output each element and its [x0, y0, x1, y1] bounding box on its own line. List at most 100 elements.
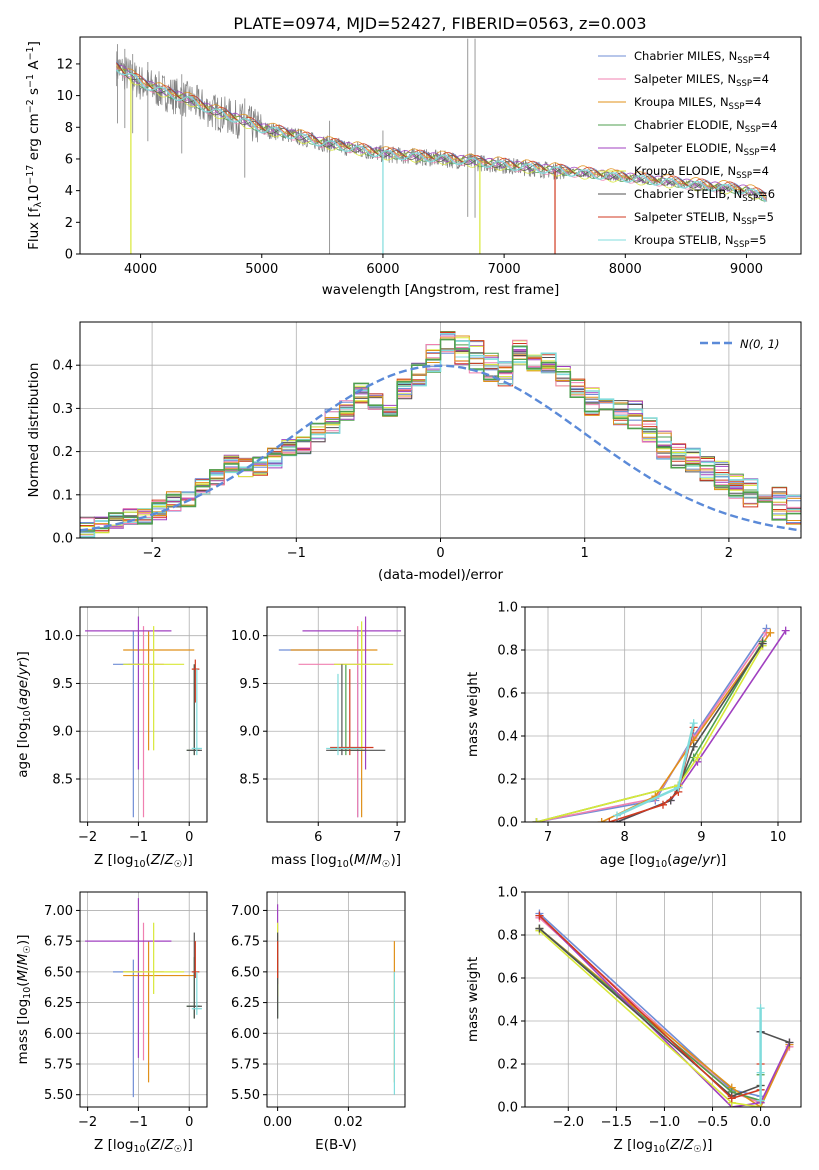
legend-model-name: Salpeter STELIB, N [634, 210, 741, 224]
x-tick-label: −2 [78, 830, 97, 845]
y-tick-label: 10.0 [44, 629, 73, 644]
label-part: )] [702, 1137, 713, 1153]
plot-area-age_vs_Z [85, 616, 202, 818]
y-label-part: A [26, 60, 42, 74]
y-tick-label: 0.6 [497, 687, 518, 702]
y-tick-label: 0.2 [52, 445, 73, 460]
y-tick-label: 0.4 [497, 1015, 518, 1030]
y-tick-label: 6.00 [231, 1027, 260, 1042]
model-spectrum-line [115, 69, 767, 203]
label-part: Z [log [94, 852, 133, 868]
series-point-marker [613, 811, 621, 820]
y-tick-label: 1.0 [497, 886, 518, 901]
plot-area-mass_vs_Z [85, 898, 202, 1098]
y-label-part: λ [33, 202, 44, 208]
label-part: 10 [337, 859, 349, 870]
y-label-part: s [26, 88, 42, 99]
y-tick-label: 6.50 [44, 965, 73, 980]
axes-frame [79, 606, 208, 823]
x-tick-label: 0.00 [263, 1115, 292, 1130]
label-part: ( [146, 1137, 151, 1153]
panel-mass_vs_EBV: 0.00 0.02 5.50 5.75 6.00 6.25 6.50 6.75 7.00 E(B-… [231, 891, 406, 1153]
label-part: mass [log [271, 852, 337, 868]
x-axis-label: Z [log10(Z/Z☉)] [94, 852, 193, 870]
y-tick-label: 6.75 [44, 935, 73, 950]
x-tick-label: −2.0 [552, 1115, 584, 1130]
x-axis-label: age [log10(age/yr)] [600, 852, 726, 870]
label-part: mass [log [15, 999, 31, 1065]
series-point-marker [597, 818, 606, 822]
y-label-part: erg cm [26, 113, 42, 164]
legend-model-name: Chabrier MILES, N [634, 49, 737, 63]
y-tick-label: 5.50 [231, 1088, 260, 1103]
legend-nssp: =5 [749, 233, 766, 247]
legend-subscript: SSP [736, 79, 752, 89]
y-axis-label: Normed distribution [26, 363, 42, 498]
y-tick-label: 6 [65, 152, 73, 167]
legend-model-name: Salpeter ELODIE, N [634, 141, 744, 155]
panel-spectrum: 4000 5000 6000 7000 8000 9000 0 2 4 6 8 10 12 wavelen… [25, 36, 802, 298]
label-part: age [log [600, 852, 655, 868]
series-point-marker [605, 818, 614, 822]
y-label-part: −1 [25, 74, 36, 88]
label-part: Z [150, 1137, 161, 1153]
label-part: / [698, 852, 703, 868]
x-axis-label: (data-model)/error [378, 567, 504, 583]
legend-entry: Salpeter ELODIE, NSSP=4 [634, 141, 777, 158]
label-part: )] [390, 852, 401, 868]
label-part: / [15, 965, 31, 970]
series-point-marker [674, 783, 683, 792]
x-tick-label: 0.02 [334, 1115, 363, 1130]
series-point-marker [727, 1094, 736, 1103]
legend-model-name: Chabrier ELODIE, N [634, 118, 745, 132]
series-point-marker [659, 800, 667, 809]
label-part: 10 [133, 859, 145, 870]
label-part: 10 [22, 987, 33, 999]
legend-nssp: =4 [752, 72, 769, 86]
y-tick-label: 0.0 [497, 816, 518, 831]
label-part: ☉ [174, 1144, 183, 1155]
label-part: age [672, 852, 697, 868]
label-part: Z [683, 1137, 694, 1153]
label-part: 10 [655, 859, 667, 870]
legend-entry: Chabrier MILES, NSSP=4 [634, 49, 770, 66]
x-tick-label: 9000 [730, 262, 763, 277]
label-part: ( [667, 852, 672, 868]
y-tick-label: 0.8 [497, 644, 518, 659]
x-tick-label: −0.5 [697, 1115, 729, 1130]
residual-histogram-step [80, 338, 801, 532]
y-tick-label: 9.5 [239, 677, 260, 692]
legend-model-name: Kroupa ELODIE, N [634, 164, 736, 178]
y-tick-label: 12 [56, 57, 73, 72]
y-tick-label: 0 [65, 248, 73, 263]
x-tick-label: 8 [621, 830, 629, 845]
plot-area-mass_weight_vs_Z [535, 909, 794, 1107]
legend-entry: Kroupa ELODIE, NSSP=4 [634, 164, 769, 181]
panel-residual_histogram: −2 −1 0 1 2 0.0 0.1 0.2 0.3 0.4 N(0, 1) (data-model… [26, 321, 802, 583]
series-point-marker [535, 911, 544, 920]
plot-area-spectrum [115, 38, 768, 254]
y-tick-label: 6.75 [231, 935, 260, 950]
series-point-marker [758, 639, 767, 648]
legend-entry: Salpeter MILES, NSSP=4 [634, 72, 769, 89]
y-tick-label: 8 [65, 121, 73, 136]
series-point-marker [781, 626, 790, 635]
series-point-marker [756, 1068, 765, 1077]
y-tick-label: 9.0 [52, 725, 73, 740]
x-tick-label: 0 [185, 830, 193, 845]
model-spectrum-line [116, 65, 766, 200]
x-tick-label: 8000 [609, 262, 642, 277]
label-part: M [15, 953, 31, 965]
label-part: / [160, 1137, 165, 1153]
series-point-marker [689, 719, 698, 728]
legend-model-name: Chabrier STELIB, N [634, 187, 742, 201]
plot-area-age_vs_mass [278, 616, 402, 818]
label-part: Z [164, 1137, 175, 1153]
x-axis-label: mass [log10(M/M☉)] [271, 852, 401, 870]
legend-model-name: Salpeter MILES, N [634, 72, 736, 86]
y-tick-label: 6.25 [231, 996, 260, 1011]
x-tick-label: 7000 [488, 262, 521, 277]
label-part: ☉ [693, 1144, 702, 1155]
y-axis-label: Flux [fλ10−17 erg cm−2 s−1 A−1] [25, 41, 44, 250]
